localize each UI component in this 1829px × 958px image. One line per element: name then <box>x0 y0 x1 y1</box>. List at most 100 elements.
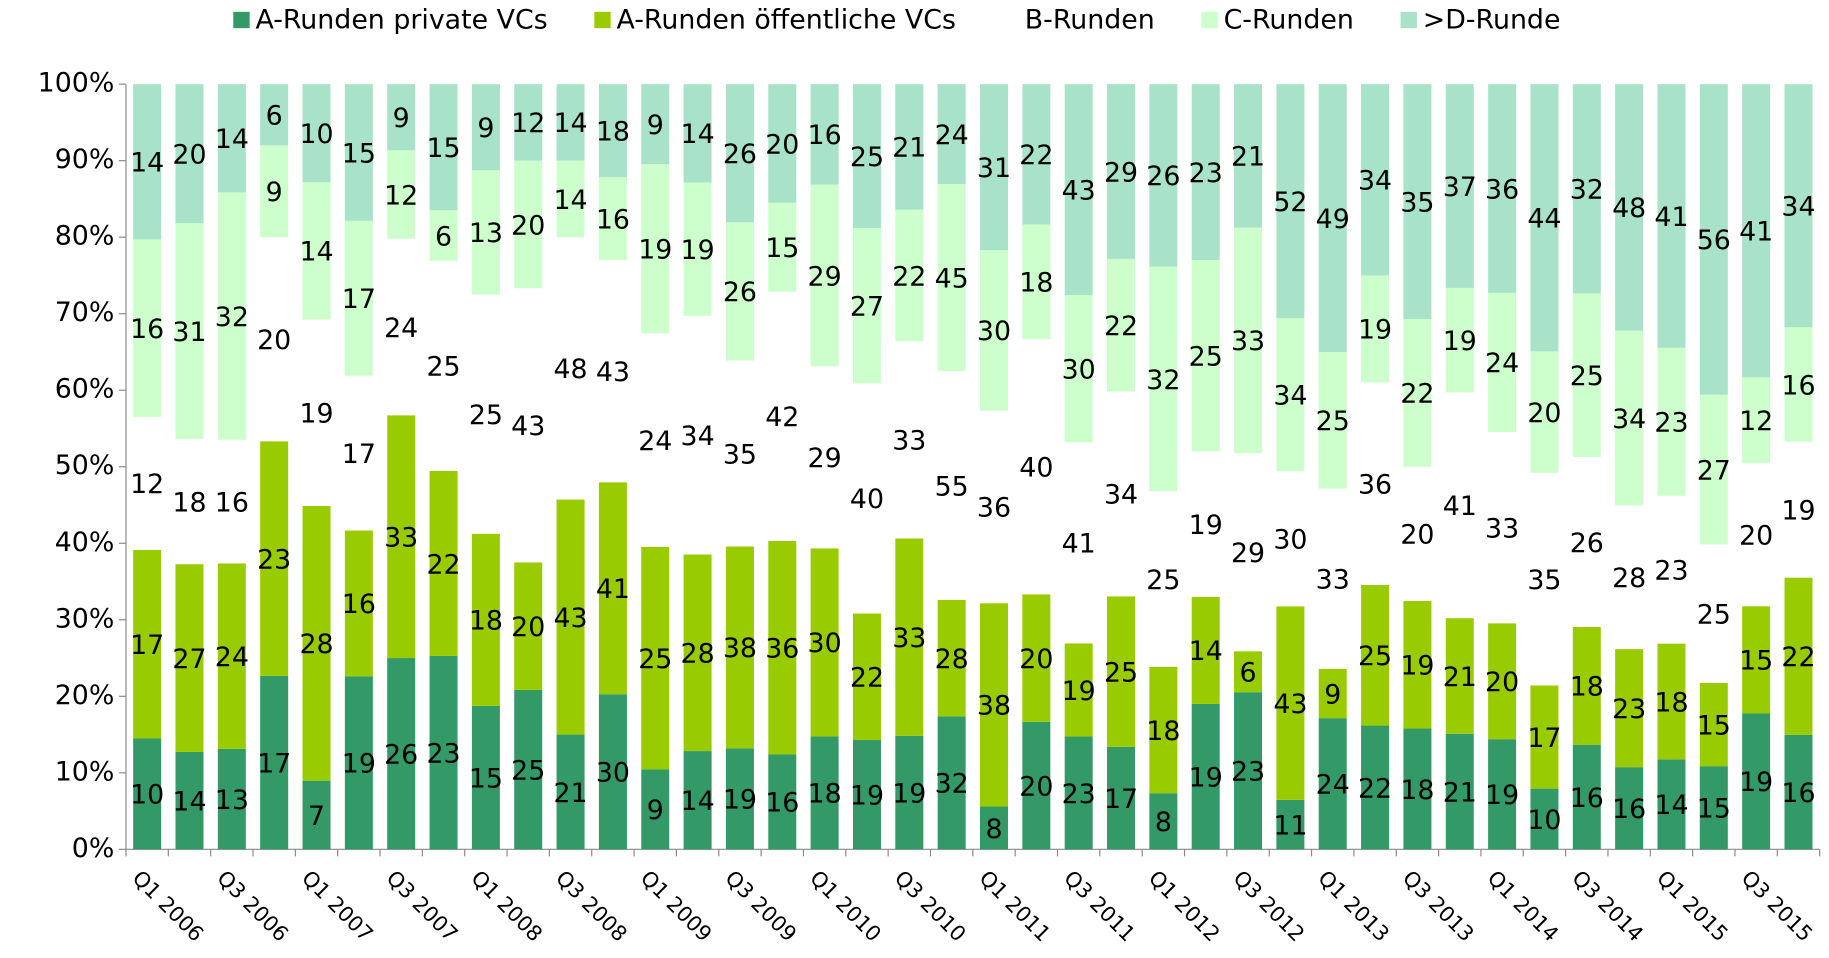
data-label: 29 <box>1231 538 1265 569</box>
data-label: 13 <box>215 785 249 816</box>
data-label: 22 <box>1104 311 1138 342</box>
bar-segment <box>471 170 500 295</box>
data-label: 9 <box>266 177 283 208</box>
bar-segment <box>895 735 924 850</box>
bar-segment <box>471 84 500 171</box>
bar-segment <box>1530 472 1559 686</box>
bar-segment <box>260 237 289 442</box>
bar-segment <box>1699 683 1728 767</box>
bar-segment <box>1191 451 1220 597</box>
bar-segment <box>810 366 839 549</box>
bar-segment <box>1234 453 1263 652</box>
bar-segment <box>1615 84 1644 331</box>
bar-segment <box>641 546 670 770</box>
data-label: 19 <box>1443 326 1477 357</box>
data-label: 44 <box>1527 204 1561 235</box>
data-label: 35 <box>723 439 757 470</box>
data-label: 25 <box>1104 657 1138 688</box>
data-label: 25 <box>850 142 884 173</box>
bar-segment <box>1530 685 1559 789</box>
data-label: 30 <box>977 316 1011 347</box>
data-label: 32 <box>1570 175 1604 206</box>
data-label: 40 <box>850 484 884 515</box>
bar-segment <box>471 533 500 706</box>
bar-segment <box>175 564 204 752</box>
data-label: 36 <box>765 634 799 665</box>
data-label: 20 <box>1400 520 1434 551</box>
data-label: 21 <box>1231 142 1265 173</box>
data-label: 30 <box>1062 354 1096 385</box>
data-label: 16 <box>215 487 249 518</box>
y-tick-label: 80% <box>55 221 115 252</box>
data-label: 16 <box>1781 370 1815 401</box>
bar-segment <box>725 546 754 749</box>
bar-segment <box>1318 668 1347 719</box>
bar-segment <box>429 84 458 211</box>
bar-segment <box>302 182 331 320</box>
bar-segment <box>1403 84 1432 320</box>
data-label: 9 <box>1324 679 1341 710</box>
bar-segment <box>1276 799 1305 850</box>
bar-segment <box>641 84 670 165</box>
bar-segment <box>1361 725 1390 850</box>
bar-segment <box>1318 718 1347 850</box>
data-label: 18 <box>1146 716 1180 747</box>
bar-segment <box>556 160 585 238</box>
data-label: 32 <box>215 302 249 333</box>
data-label: 29 <box>808 261 842 292</box>
y-tick-label: 10% <box>55 756 115 787</box>
data-label: 14 <box>215 124 249 155</box>
bar-segment <box>1107 84 1136 259</box>
data-label: 26 <box>1146 161 1180 192</box>
data-label: 19 <box>1485 780 1519 811</box>
bar-segment <box>937 371 966 600</box>
bar-segment <box>1318 488 1347 669</box>
bar-segment <box>1107 746 1136 850</box>
data-label: 16 <box>1781 778 1815 809</box>
data-label: 14 <box>554 108 588 139</box>
bar-segment <box>895 538 924 736</box>
data-label: 22 <box>1781 642 1815 673</box>
bar-segment <box>598 694 627 850</box>
bar-segment <box>1572 84 1601 294</box>
bar-segment <box>641 333 670 547</box>
bar-segment <box>1572 744 1601 850</box>
data-label: 23 <box>1062 779 1096 810</box>
data-label: 26 <box>384 740 418 771</box>
data-label: 55 <box>935 471 969 502</box>
data-label: 34 <box>681 421 715 452</box>
bar-segment <box>810 736 839 850</box>
x-tick-label: Q3 2009 <box>720 866 801 947</box>
bar-segment <box>175 438 204 565</box>
bar-segment <box>556 734 585 850</box>
data-label: 12 <box>1739 406 1773 437</box>
x-tick-label: Q1 2010 <box>805 866 886 947</box>
data-label: 34 <box>1273 381 1307 412</box>
y-tick-label: 40% <box>55 527 115 558</box>
bar-segment <box>1615 767 1644 850</box>
data-label: 23 <box>1189 158 1223 189</box>
bar-segment <box>1191 260 1220 452</box>
bar-segment <box>1107 391 1136 597</box>
y-tick-label: 90% <box>55 144 115 175</box>
bar-segment <box>1784 441 1813 578</box>
data-label: 30 <box>808 628 842 659</box>
bar-segment <box>1488 623 1517 740</box>
bar-segment <box>260 441 289 676</box>
data-label: 36 <box>1485 174 1519 205</box>
bar-segment <box>1149 666 1178 794</box>
data-label: 29 <box>808 443 842 474</box>
bar-segment <box>1064 442 1093 644</box>
data-label: 36 <box>1358 469 1392 500</box>
bar-segment <box>471 294 500 534</box>
x-tick-label: Q3 2011 <box>1059 866 1140 947</box>
x-tick-label: Q3 2014 <box>1567 866 1648 947</box>
data-label: 33 <box>384 522 418 553</box>
bar-segment <box>217 439 246 564</box>
data-label: 25 <box>1146 565 1180 596</box>
bar-segment <box>387 658 416 850</box>
data-label: 28 <box>681 639 715 670</box>
data-label: 23 <box>426 738 460 769</box>
bar-segment <box>810 184 839 367</box>
data-label: 38 <box>723 633 757 664</box>
